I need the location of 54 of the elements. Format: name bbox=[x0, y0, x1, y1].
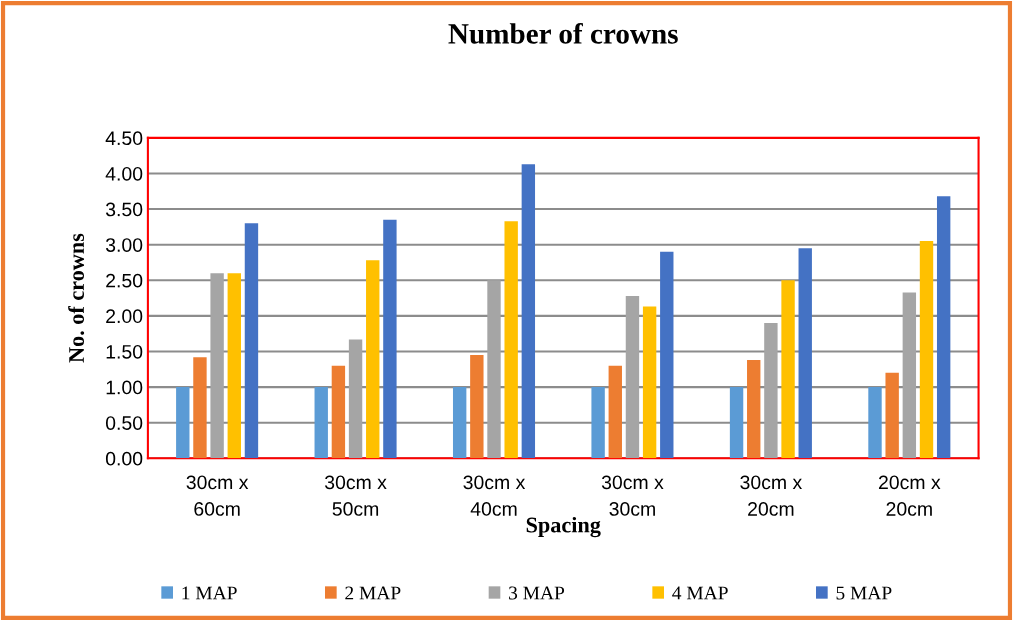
legend-label: 2 MAP bbox=[345, 586, 401, 600]
y-axis-title: No. of crowns bbox=[68, 233, 85, 363]
x-tick-label: 30cm x 60cm bbox=[186, 475, 249, 516]
x-tick-label: 30cm x 40cm bbox=[463, 475, 526, 516]
bar bbox=[176, 387, 190, 459]
bar bbox=[781, 280, 795, 459]
bar bbox=[331, 365, 346, 459]
bar bbox=[902, 292, 917, 459]
legend-label: 3 MAP bbox=[509, 586, 565, 600]
chart-title: Number of crowns bbox=[448, 22, 678, 44]
y-tick-label: 1.00 bbox=[106, 380, 143, 395]
bar bbox=[366, 260, 380, 459]
bar bbox=[747, 360, 761, 459]
y-tick-label: 0.00 bbox=[105, 451, 143, 466]
bar bbox=[193, 357, 207, 459]
bar bbox=[660, 251, 674, 459]
y-tick-label: 2.50 bbox=[106, 273, 143, 288]
bar bbox=[625, 295, 640, 459]
bar bbox=[383, 219, 397, 459]
bar bbox=[244, 223, 259, 459]
legend-label: 1 MAP bbox=[182, 586, 237, 600]
bar bbox=[470, 355, 484, 459]
x-tick-label: 30cm x 50cm bbox=[324, 475, 387, 516]
bar bbox=[798, 248, 812, 459]
bar bbox=[521, 164, 536, 459]
x-tick-label: 30cm x 20cm bbox=[740, 475, 803, 516]
bar bbox=[936, 196, 951, 459]
bar bbox=[210, 273, 224, 459]
x-tick-label: 20cm x 20cm bbox=[878, 475, 941, 516]
y-tick-label: 4.00 bbox=[105, 166, 143, 181]
bar bbox=[348, 339, 363, 459]
bar bbox=[608, 365, 622, 459]
bar bbox=[919, 241, 934, 459]
bar bbox=[452, 387, 467, 459]
bar bbox=[504, 221, 518, 459]
y-tick-label: 0.50 bbox=[105, 416, 143, 430]
bar bbox=[487, 280, 501, 459]
x-tick-label: 30cm x 30cm bbox=[601, 475, 664, 516]
bar bbox=[885, 372, 899, 459]
bar bbox=[227, 273, 241, 459]
bar bbox=[591, 387, 605, 459]
y-tick-label: 3.50 bbox=[105, 202, 143, 217]
bar bbox=[868, 387, 882, 459]
bar bbox=[764, 323, 778, 459]
bar bbox=[314, 387, 328, 459]
y-tick-label: 3.00 bbox=[105, 238, 143, 252]
legend-label: 5 MAP bbox=[836, 586, 892, 600]
bar bbox=[729, 387, 744, 459]
y-tick-label: 4.50 bbox=[105, 131, 143, 146]
y-tick-label: 1.50 bbox=[106, 344, 143, 359]
bar bbox=[642, 306, 657, 459]
x-axis-title: Spacing bbox=[526, 516, 601, 538]
legend-label: 4 MAP bbox=[672, 586, 728, 600]
y-tick-label: 2.00 bbox=[106, 309, 143, 324]
